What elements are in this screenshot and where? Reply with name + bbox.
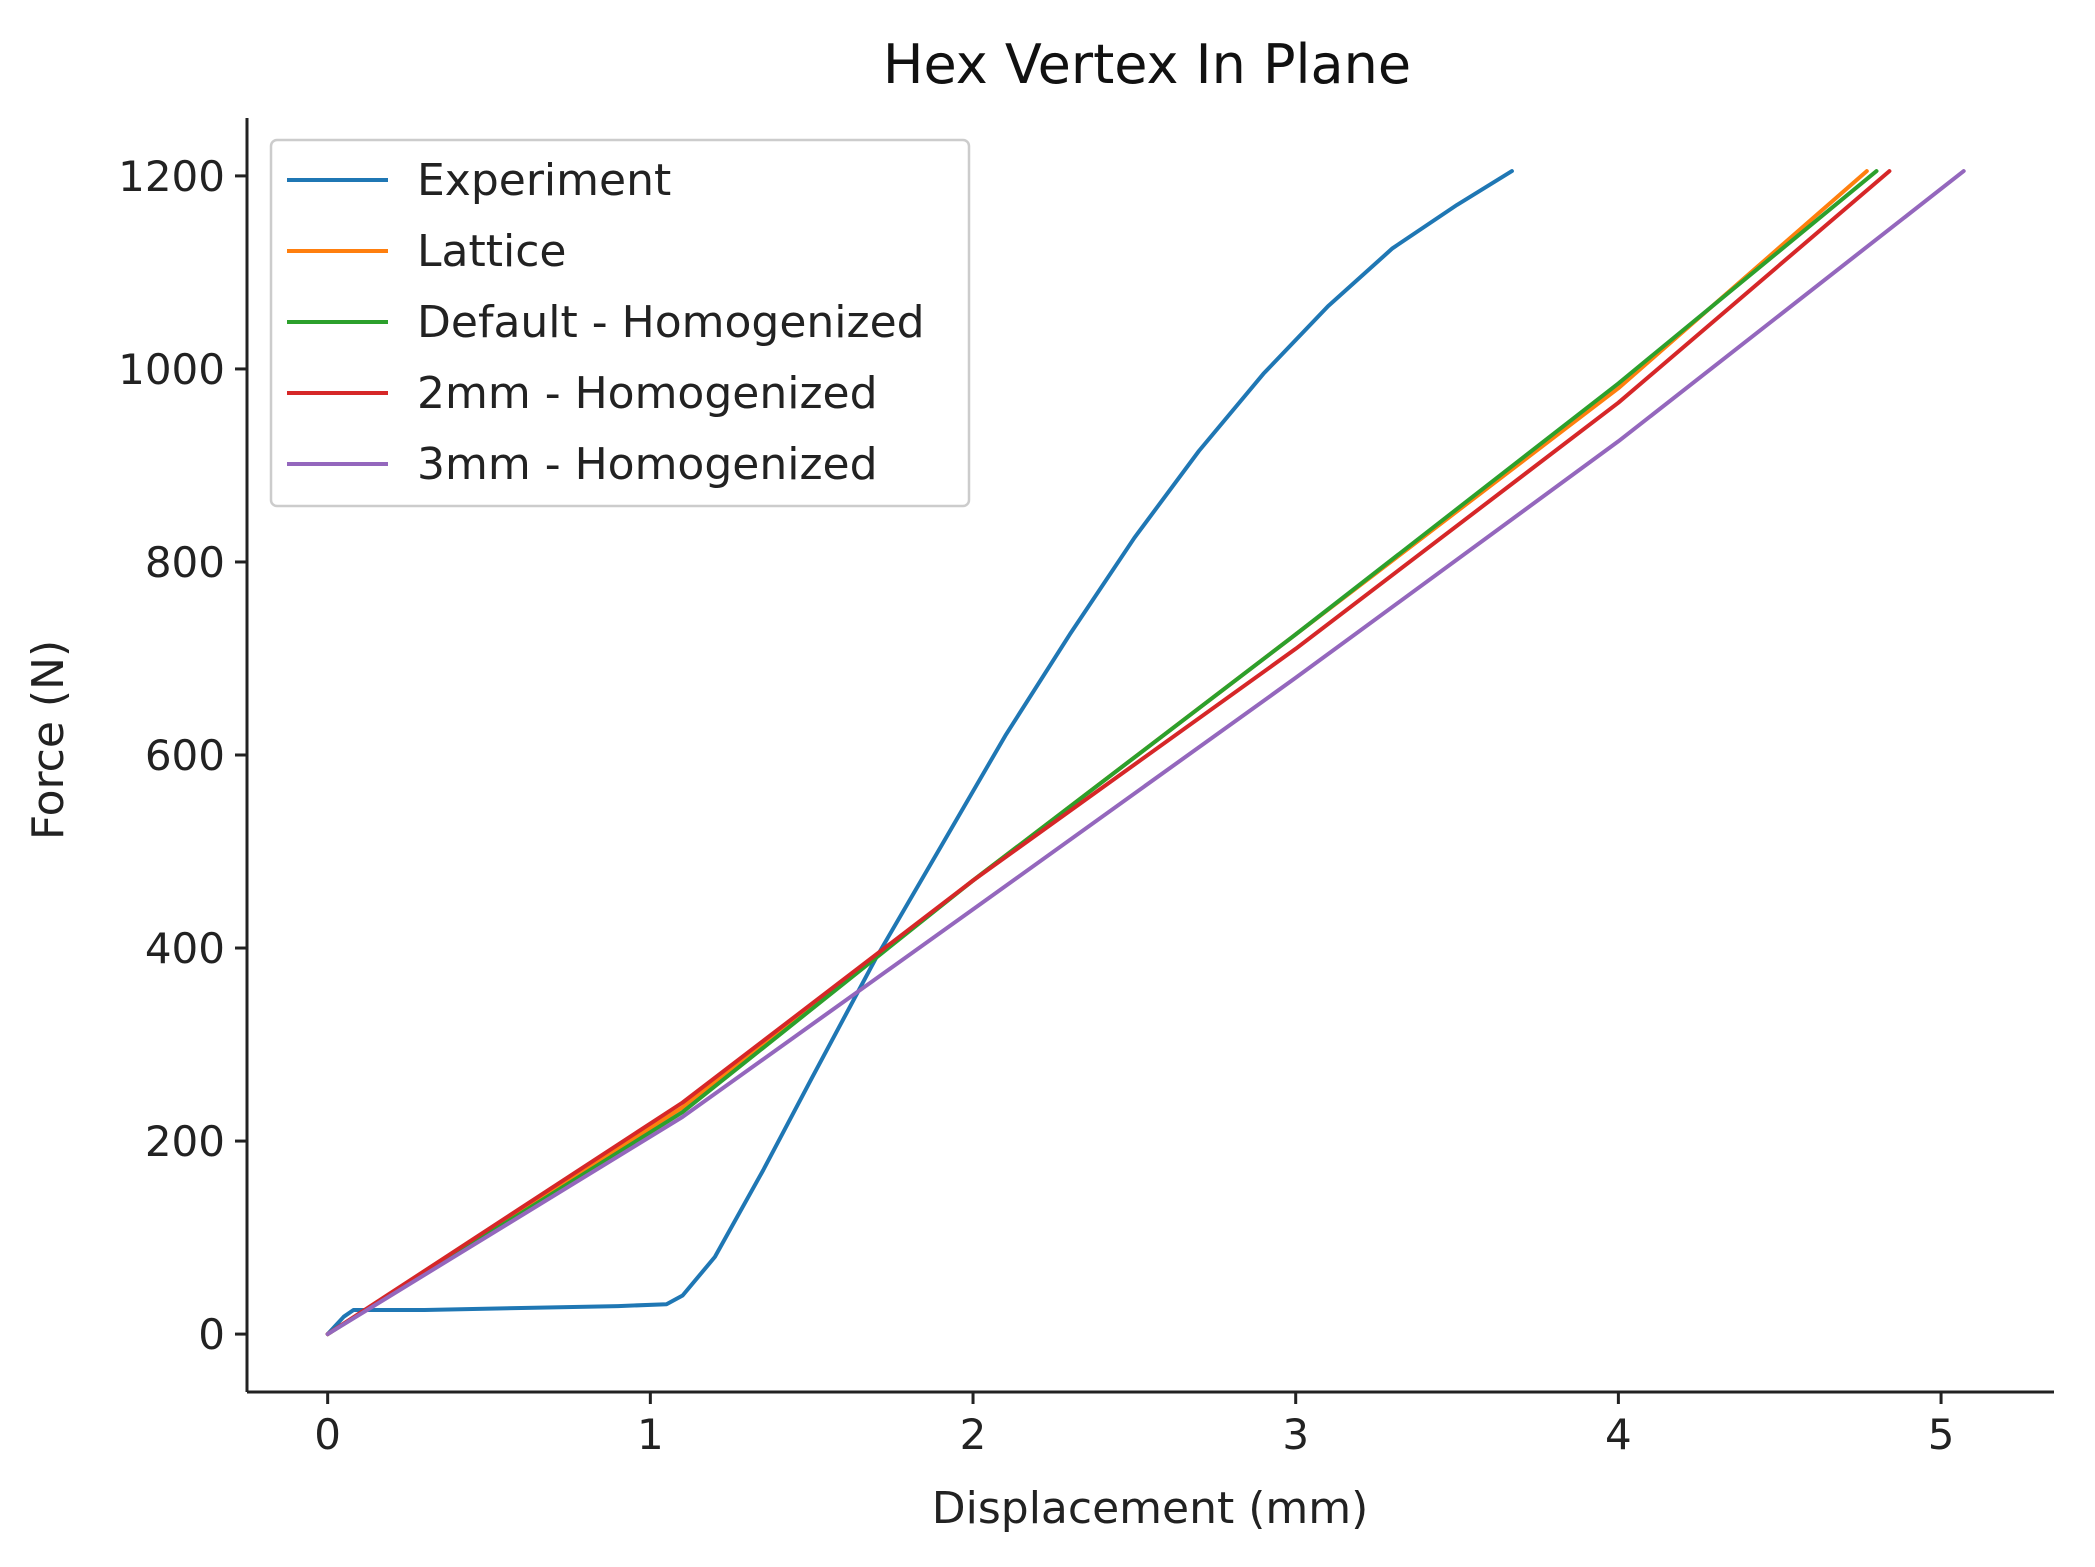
- x-tick-label: 1: [637, 1410, 664, 1459]
- legend-label: 2mm - Homogenized: [417, 368, 878, 419]
- x-tick-label: 4: [1605, 1410, 1632, 1459]
- y-ticks: 0 200 400 600 800 1000 1200: [118, 152, 247, 1359]
- x-tick-label: 5: [1928, 1410, 1955, 1459]
- x-axis-label: Displacement (mm): [932, 1483, 1369, 1534]
- series-line-3mm-homogenized: [325, 169, 1966, 1337]
- legend: Experiment Lattice Default - Homogenized 2m…: [269, 138, 971, 508]
- y-tick-label: 800: [145, 538, 225, 587]
- y-tick-label: 1000: [118, 345, 225, 394]
- legend-items: Experiment Lattice Default - Homogenized 2m…: [287, 155, 925, 490]
- series-line-2mm-homogenized: [325, 169, 1892, 1337]
- y-tick-label: 200: [145, 1117, 225, 1166]
- y-tick-label: 1200: [118, 152, 225, 201]
- legend-label: Default - Homogenized: [417, 297, 925, 348]
- x-ticks: 0 1 2 3 4 5: [314, 1392, 1954, 1459]
- legend-frame: [269, 138, 971, 508]
- legend-label: Lattice: [417, 226, 566, 277]
- chart-title: Hex Vertex In Plane: [883, 33, 1411, 96]
- plot-area: 0 1 2 3 4 5 0 200 400 600 800 1000 1200: [118, 118, 2054, 1459]
- y-tick-label: 400: [145, 924, 225, 973]
- legend-label: 3mm - Homogenized: [417, 439, 878, 490]
- series-line-default-homogenized: [325, 169, 1879, 1337]
- x-tick-label: 3: [1282, 1410, 1309, 1459]
- series-layer: [325, 169, 1966, 1337]
- y-axis-label: Force (N): [23, 640, 74, 840]
- y-tick-label: 0: [198, 1310, 225, 1359]
- y-tick-label: 600: [145, 731, 225, 780]
- x-tick-label: 2: [960, 1410, 987, 1459]
- x-tick-label: 0: [314, 1410, 341, 1459]
- series-line-experiment: [325, 169, 1514, 1337]
- legend-label: Experiment: [417, 155, 671, 206]
